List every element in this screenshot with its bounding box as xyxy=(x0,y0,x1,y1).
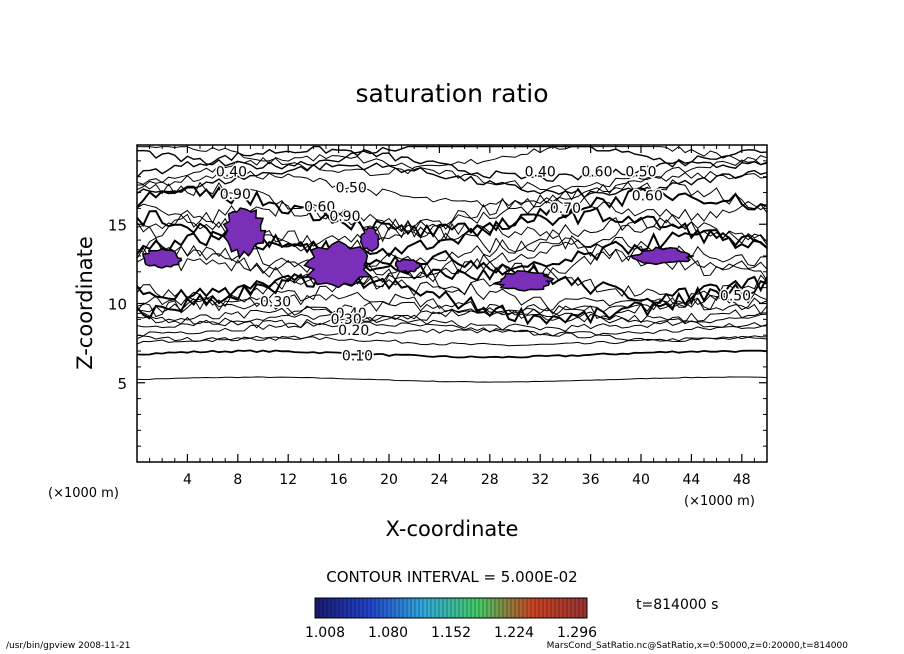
colorbar-label: 1.008 xyxy=(305,625,345,641)
supersaturated-region xyxy=(629,246,694,266)
supersaturated-region xyxy=(359,226,380,253)
colorbar-labels: 1.008 1.080 1.152 1.224 1.296 xyxy=(305,625,597,641)
x-unit-right: (×1000 m) xyxy=(684,494,755,509)
footer-left: /usr/bin/gpview 2008-11-21 xyxy=(6,641,131,651)
x-tick-label: 28 xyxy=(481,472,499,488)
y-tick-label: 5 xyxy=(117,375,127,393)
y-tick-label: 10 xyxy=(108,296,127,314)
footer-right: MarsCond_SatRatio.nc@SatRatio,x=0:50000,… xyxy=(546,641,848,651)
contour-label: 0.30 xyxy=(260,295,291,311)
x-tick-label: 8 xyxy=(233,472,242,488)
contour-label: 0.10 xyxy=(342,349,373,365)
contour-line xyxy=(136,321,768,337)
contour-line xyxy=(136,145,768,183)
x-axis-label: X-coordinate xyxy=(386,517,519,541)
contour-line xyxy=(136,145,768,177)
contour-line xyxy=(136,313,768,332)
y-axis-label: Z-coordinate xyxy=(73,236,97,370)
contour-line xyxy=(136,301,768,325)
supersaturated-region xyxy=(394,258,423,274)
contour-line xyxy=(136,270,768,326)
contour-labels: 0.400.90 0.500.600.900.40 0.60 0.500.600.70… xyxy=(214,163,752,366)
contour-label: 0.60 xyxy=(304,200,335,216)
contour-label: 0.90 xyxy=(220,187,251,203)
x-tick-label: 16 xyxy=(330,472,348,488)
supersaturated-region xyxy=(303,240,373,289)
contour-line xyxy=(136,328,768,343)
contour-label: 0.50 xyxy=(336,181,367,197)
contour-interval: CONTOUR INTERVAL = 5.000E-02 xyxy=(326,568,577,586)
contour-line xyxy=(136,179,768,233)
contour-line xyxy=(136,162,768,199)
colorbar-label: 1.296 xyxy=(557,625,597,641)
colorbar-label: 1.080 xyxy=(368,625,408,641)
supersaturated-region xyxy=(493,270,555,292)
contour-label: 0.60 xyxy=(632,188,663,204)
x-tick-label: 12 xyxy=(279,472,297,488)
contour-label: 0.40 xyxy=(525,165,556,181)
contour-label: 0.30 xyxy=(331,312,362,328)
contour-line xyxy=(136,376,768,383)
contour-label: 0.20 xyxy=(338,323,369,339)
contour-label: 0.40 xyxy=(336,306,367,322)
x-axis-ticks: 4 8 12 16 20 24 28 32 36 40 44 48 xyxy=(149,145,755,488)
contour-label: 0.50 xyxy=(720,288,751,304)
x-tick-label: 32 xyxy=(531,472,549,488)
supersaturated-region xyxy=(222,207,267,260)
contour-label: 0.70 xyxy=(550,201,581,217)
colorbar-label: 1.224 xyxy=(494,625,534,641)
y-axis-ticks: 5 10 15 xyxy=(108,160,767,447)
contour-label: 0.40 xyxy=(216,165,247,181)
y-tick-label: 15 xyxy=(108,216,127,234)
contour-line xyxy=(136,170,768,208)
x-tick-label: 24 xyxy=(430,472,448,488)
x-tick-label: 20 xyxy=(380,472,398,488)
time-label: t=814000 s xyxy=(636,597,718,613)
contour-label: 0.50 xyxy=(625,165,656,181)
colorbar-stripes xyxy=(318,598,584,618)
x-tick-label: 44 xyxy=(682,472,700,488)
x-unit-left: (×1000 m) xyxy=(48,486,119,501)
x-tick-label: 4 xyxy=(183,472,192,488)
contour-label: 0.60 xyxy=(581,165,612,181)
contour-line xyxy=(136,258,768,312)
colorbar-label: 1.152 xyxy=(431,625,471,641)
x-tick-label: 48 xyxy=(733,472,751,488)
supersaturated-region xyxy=(141,247,183,269)
chart-title: saturation ratio xyxy=(355,79,548,108)
colorbar xyxy=(314,597,588,619)
contour-line xyxy=(136,349,768,359)
contour-line xyxy=(136,249,768,306)
contour-lines xyxy=(136,145,768,383)
supersaturated-regions xyxy=(141,207,694,292)
x-tick-label: 40 xyxy=(632,472,650,488)
contour-line xyxy=(136,185,768,239)
contour-label: 0.90 xyxy=(329,209,360,225)
x-tick-label: 36 xyxy=(582,472,600,488)
